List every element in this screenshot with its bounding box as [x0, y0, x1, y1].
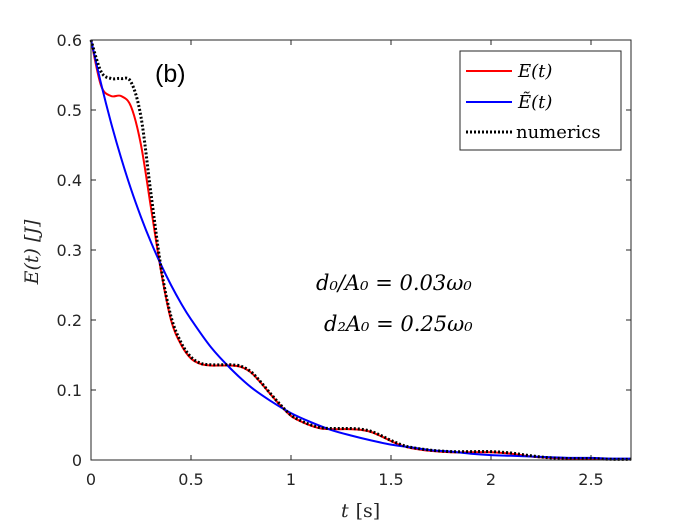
legend-label-numerics: numerics [516, 122, 601, 143]
legend: E(t) Ẽ(t) numerics [459, 50, 622, 151]
y-tick-label: 0.6 [57, 31, 82, 50]
y-tick-label: 0.5 [57, 101, 82, 120]
annotation-d0-over-a0: d₀/A₀ = 0.03ω₀ [316, 271, 472, 295]
series-numerics-curve [89, 39, 632, 461]
y-tick-label: 0.1 [57, 381, 82, 400]
x-tick-label: 0 [86, 470, 96, 489]
axis-ticks: 0 0.5 1 1.5 2 2.5 0 0.1 0.2 0.3 0.4 0.5 0.6 [57, 31, 631, 489]
y-tick-label: 0.2 [57, 311, 82, 330]
y-tick-label: 0 [72, 451, 82, 470]
legend-label-e: E(t) [517, 61, 552, 82]
axes-box [90, 39, 632, 461]
data-curves [89, 39, 632, 461]
y-axis-title: E(t) [J] [21, 219, 43, 285]
x-axis-variable: t [341, 500, 349, 522]
series-e-tilde-curve [90, 39, 632, 460]
x-tick-label: 1.5 [378, 470, 403, 489]
x-tick-label: 2 [486, 470, 496, 489]
x-tick-label: 1 [286, 470, 296, 489]
x-axis-unit: [s] [356, 500, 381, 522]
x-axis-title: t [s] [341, 500, 380, 522]
annotation-d2-a0: d₂A₀ = 0.25ω₀ [324, 312, 473, 336]
series-e-curve [90, 39, 632, 461]
panel-label: (b) [155, 60, 186, 88]
legend-label-e-tilde: Ẽ(t) [517, 91, 552, 113]
y-tick-label: 0.4 [57, 171, 82, 190]
y-tick-label: 0.3 [57, 241, 82, 260]
x-tick-label: 2.5 [578, 470, 603, 489]
x-tick-label: 0.5 [178, 470, 203, 489]
